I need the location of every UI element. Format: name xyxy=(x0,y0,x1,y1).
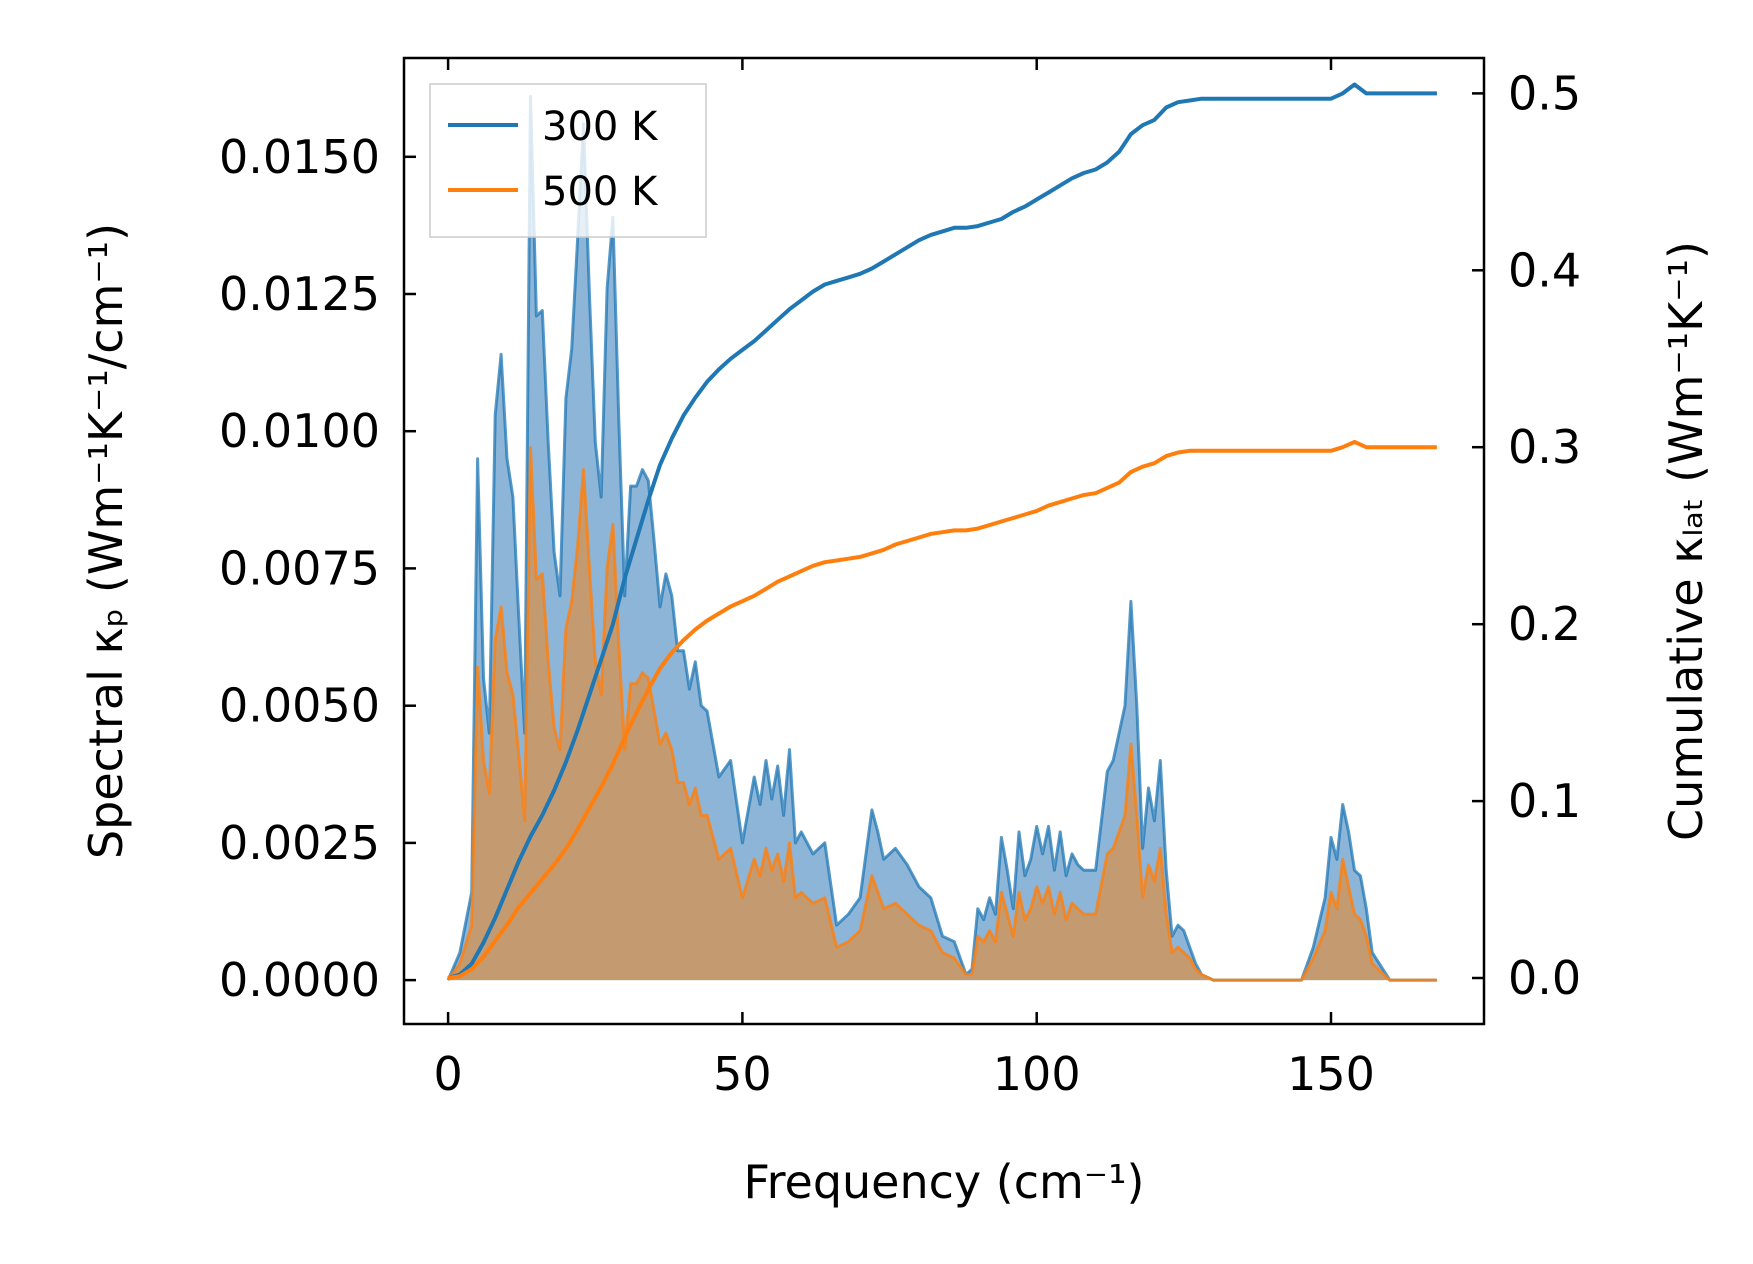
y-tick-label-right: 0.3 xyxy=(1508,420,1581,474)
y-axis-label-right: Cumulative κₗₐₜ (Wm⁻¹K⁻¹) xyxy=(1659,241,1713,841)
y-axis-label-left: Spectral κₚ (Wm⁻¹K⁻¹/cm⁻¹) xyxy=(79,223,133,859)
x-tick-label: 150 xyxy=(1287,1047,1375,1101)
x-tick-label: 0 xyxy=(433,1047,462,1101)
x-axis-label: Frequency (cm⁻¹) xyxy=(744,1155,1145,1209)
tick-labels: 0 50 100 150 0.0000 0.0025 0.0050 0.0075 0.0100 0… xyxy=(219,66,1581,1101)
x-tick-label: 100 xyxy=(993,1047,1081,1101)
x-tick-label: 50 xyxy=(713,1047,772,1101)
y-tick-label-left: 0.0150 xyxy=(219,130,380,184)
legend: 300 K 500 K xyxy=(429,83,707,238)
plot-frame xyxy=(402,56,1486,1026)
plot-area xyxy=(446,82,1437,982)
legend-box xyxy=(429,83,707,238)
y-tick-label-left: 0.0050 xyxy=(219,679,380,733)
y-tick-label-left: 0.0125 xyxy=(219,267,380,321)
spectral-500k-fill xyxy=(448,447,1437,981)
y-tick-label-left: 0.0100 xyxy=(219,404,380,458)
tick-marks xyxy=(404,58,1484,1024)
cumulative-500k-line xyxy=(447,439,1437,980)
y-tick-label-right: 0.2 xyxy=(1508,597,1581,651)
legend-label-500k: 500 K xyxy=(542,169,659,215)
y-tick-label-right: 0.4 xyxy=(1508,243,1581,297)
cumulative-300k-line xyxy=(447,82,1437,980)
legend-label-300k: 300 K xyxy=(542,104,659,150)
y-tick-label-left: 0.0000 xyxy=(219,953,380,1007)
y-tick-label-right: 0.1 xyxy=(1508,774,1581,828)
y-tick-label-left: 0.0075 xyxy=(219,541,380,595)
y-tick-label-left: 0.0025 xyxy=(219,816,380,870)
y-tick-label-right: 0.0 xyxy=(1508,951,1581,1005)
y-tick-label-right: 0.5 xyxy=(1508,66,1581,120)
spectral-500k-line xyxy=(446,446,1437,982)
spectral-300k-fill xyxy=(448,96,1437,981)
